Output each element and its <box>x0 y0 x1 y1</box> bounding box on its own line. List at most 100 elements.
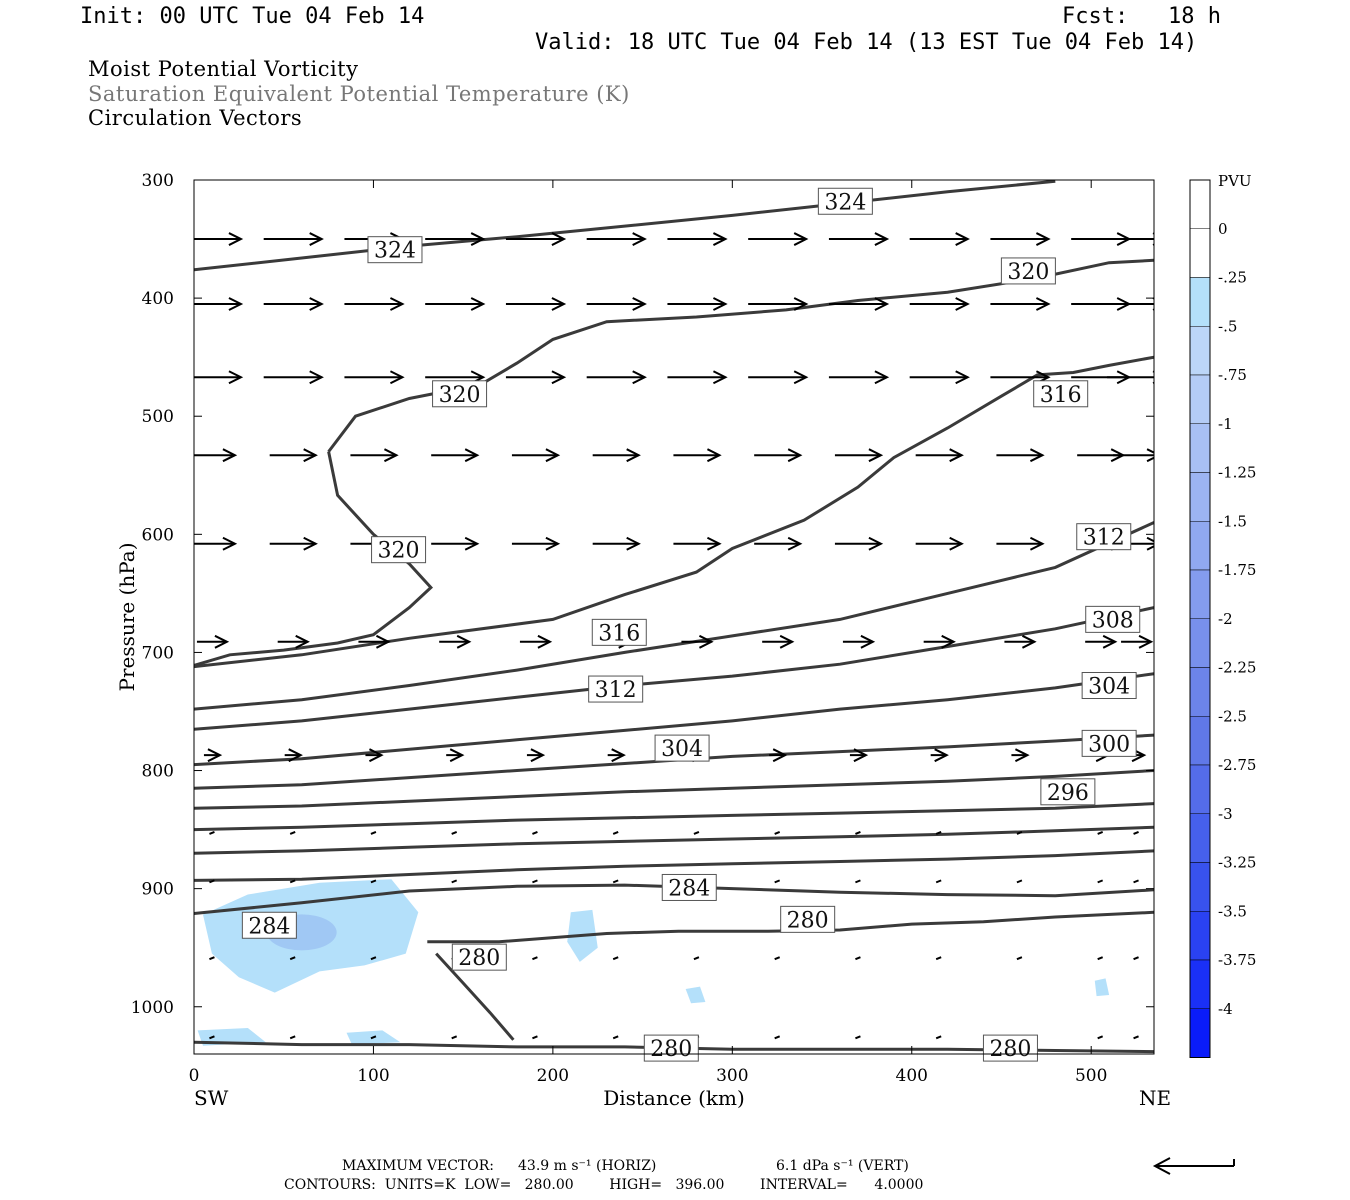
vector-head <box>551 232 567 246</box>
circulation-vector <box>289 1035 296 1040</box>
vector-head <box>545 448 561 463</box>
vector-head <box>228 297 244 311</box>
contour-label: 280 <box>989 1037 1031 1062</box>
vector-head <box>632 370 647 385</box>
vector-head <box>874 232 890 246</box>
colorbar-label: -.25 <box>1218 269 1247 287</box>
colorbar-swatch <box>1189 374 1211 424</box>
x-axis-label: Distance (km) <box>603 1086 745 1110</box>
contour-label-box <box>588 675 644 703</box>
contour-label: 284 <box>668 876 710 901</box>
vector-head <box>214 634 230 649</box>
contour-288 <box>194 825 1154 855</box>
colorbar-label: -3.75 <box>1218 951 1256 969</box>
vector-head <box>793 370 809 385</box>
y-tick-label: 300 <box>142 171 174 191</box>
contour-label: 304 <box>661 737 703 762</box>
contour-label-box <box>367 236 423 264</box>
colorbar-label: -.5 <box>1218 317 1237 335</box>
colorbar-swatch <box>1189 911 1211 961</box>
init-time: Init: 00 UTC Tue 04 Feb 14 <box>80 4 425 29</box>
colorbar-swatch <box>1189 228 1211 278</box>
title-theta-es: Saturation Equivalent Potential Temperat… <box>88 82 630 106</box>
colorbar-label: -3.25 <box>1218 854 1256 872</box>
x-tick-label: 100 <box>357 1066 389 1086</box>
circulation-vector <box>532 879 538 884</box>
vector-head <box>1146 536 1154 551</box>
circulation-vector <box>612 879 619 884</box>
circulation-vector <box>935 1035 942 1040</box>
circulation-vector <box>774 831 781 835</box>
circulation-vector <box>612 956 619 961</box>
y-tick-label: 900 <box>142 880 174 900</box>
circulation-vector <box>370 956 377 961</box>
x-end-label-ne: NE <box>1139 1086 1171 1110</box>
max-vector-label: MAXIMUM VECTOR: <box>342 1158 494 1174</box>
circulation-vector <box>855 879 861 884</box>
vector-head <box>874 370 890 385</box>
circulation-vector <box>451 879 458 884</box>
vector-head <box>1021 634 1037 649</box>
vector-head <box>626 536 641 551</box>
contour-label-box <box>1081 672 1137 700</box>
vector-head <box>868 448 884 463</box>
vector-head <box>1029 448 1045 463</box>
vector-head <box>706 536 722 551</box>
colorbar-label: -2.75 <box>1218 756 1256 774</box>
contour-info: CONTOURS: UNITS=K LOW= 280.00 HIGH= 396.… <box>284 1177 924 1193</box>
colorbar-swatch <box>1189 862 1211 912</box>
contour-label-box <box>654 734 710 762</box>
x-end-label-sw: SW <box>194 1086 229 1110</box>
vector-head <box>1035 232 1051 246</box>
colorbar-swatch <box>1189 179 1211 229</box>
vector-head <box>456 634 472 649</box>
vector-head <box>1146 448 1154 463</box>
circulation-vector <box>1097 879 1104 884</box>
contour-312 <box>194 521 1154 711</box>
colorbar-swatch <box>1189 423 1211 473</box>
circulation-vector <box>855 956 861 961</box>
contour-label-box <box>1076 523 1132 551</box>
vector-head <box>389 370 405 385</box>
circulation-vector <box>1133 1035 1139 1040</box>
colorbar-label: -1.5 <box>1218 512 1247 530</box>
circulation-vector <box>1016 956 1023 961</box>
vector-head <box>207 748 223 763</box>
contour-label-box <box>591 618 647 646</box>
vector-head <box>632 297 647 311</box>
y-tick-label: 1000 <box>131 998 174 1018</box>
vector-head <box>222 448 238 463</box>
reference-vector-arrow <box>1152 1157 1235 1175</box>
circulation-vector <box>451 831 458 835</box>
vector-head <box>470 297 486 311</box>
colorbar-swatch <box>1189 764 1211 814</box>
circulation-vector <box>370 831 377 835</box>
vector-head <box>698 634 714 649</box>
contour-324 <box>194 180 1056 272</box>
colorbar-unit: PVU <box>1218 172 1252 190</box>
title-vectors: Circulation Vectors <box>88 106 303 130</box>
valid-time: Valid: 18 UTC Tue 04 Feb 14 (13 EST Tue … <box>535 30 1198 55</box>
circulation-vector <box>209 956 215 961</box>
vector-head <box>787 536 803 551</box>
contour-label-box <box>643 1034 699 1062</box>
contour-320 <box>327 258 1154 453</box>
contour-280 <box>435 952 515 1041</box>
y-tick-label: 600 <box>142 525 174 545</box>
vector-head <box>449 748 465 763</box>
vector-head <box>712 297 728 311</box>
colorbar-label: -1.25 <box>1218 464 1256 482</box>
vector-head <box>712 232 728 246</box>
circulation-vectors <box>194 232 1154 1040</box>
colorbar-label: 0 <box>1218 220 1228 238</box>
circulation-vector <box>774 956 781 961</box>
circulation-vector <box>1016 879 1023 884</box>
contour-label: 316 <box>1040 383 1082 408</box>
vector-head <box>1029 536 1045 551</box>
vector-head <box>874 297 890 311</box>
vector-head <box>1152 232 1154 246</box>
vector-head <box>309 297 324 311</box>
circulation-vector <box>612 1035 619 1040</box>
contour-label: 280 <box>787 908 829 933</box>
